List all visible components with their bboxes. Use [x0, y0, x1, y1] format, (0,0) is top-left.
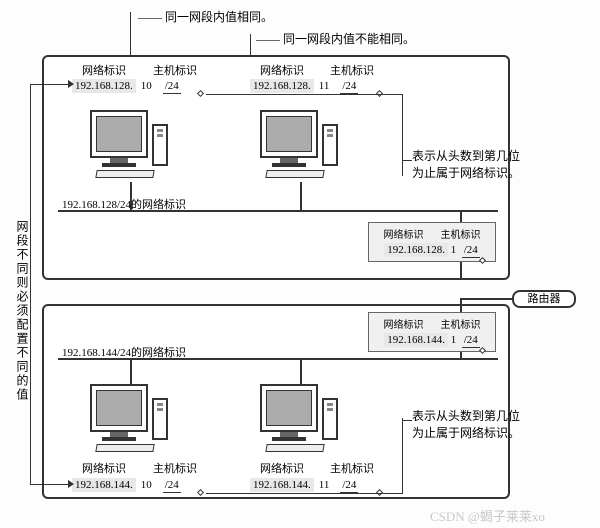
lbl-net1: 网络标识: [82, 62, 126, 78]
gw2-net: 192.168.144.: [384, 333, 448, 347]
lbl-host2: 主机标识: [330, 62, 374, 78]
computer-2: [260, 110, 345, 190]
lbl-host3: 主机标识: [153, 460, 197, 476]
left-vline: [30, 84, 31, 484]
gw1-host: 1: [451, 244, 457, 256]
left-bot-h: [30, 484, 70, 485]
lbl-net2: 网络标识: [260, 62, 304, 78]
gw1-net-lbl: 网络标识: [384, 226, 424, 241]
bits1-tick: [402, 160, 412, 161]
computer-4: [260, 384, 345, 464]
seg2-name: 192.168.144/24的网络标识: [62, 344, 186, 360]
gateway1: 网络标识 主机标识 192.168.128. 1 /24: [368, 222, 496, 262]
left-top-h: [30, 84, 70, 85]
bits2-hline: [206, 493, 403, 494]
bits1-line: [402, 94, 403, 176]
gw2-net-lbl: 网络标识: [384, 316, 424, 331]
pc1-net: 192.168.128.: [72, 79, 136, 93]
seg2-drop2: [300, 358, 302, 386]
seg1-name: 192.168.128/24的网络标识: [62, 196, 186, 212]
pc2-net: 192.168.128.: [250, 79, 314, 93]
lbl-net3: 网络标识: [82, 460, 126, 476]
gw1-host-lbl: 主机标识: [441, 226, 481, 241]
pc3-ip-row: 192.168.144. 10 /24: [72, 477, 181, 493]
gw2-mask: /24: [462, 333, 480, 348]
bits2-line: [402, 418, 403, 494]
bits2-tick: [402, 420, 412, 421]
router-link: [460, 298, 512, 300]
left-arrow-bot: [68, 480, 74, 488]
pc4-ip-row: 192.168.144. 11 /24: [250, 477, 358, 493]
router: 路由器: [512, 290, 576, 308]
pc3-net: 192.168.144.: [72, 478, 136, 492]
pc4-host: 11: [317, 478, 332, 492]
watermark: CSDN @蝎子莱莱xo: [430, 506, 545, 525]
gw1-net: 192.168.128.: [384, 243, 448, 257]
pc3-mask: /24: [163, 478, 181, 493]
seg2-drop1: [130, 358, 132, 386]
annot-leftside: 网段不同则必须配置不同的值: [14, 220, 31, 402]
pc2-mask: /24: [340, 79, 358, 94]
pc4-mask: /24: [340, 478, 358, 493]
lbl-host4: 主机标识: [330, 460, 374, 476]
gw1-mask: /24: [462, 243, 480, 258]
lbl-net4: 网络标识: [260, 460, 304, 476]
left-arrow-top: [68, 80, 74, 88]
bits1-hline: [206, 94, 403, 95]
pc1-ip-row: 192.168.128. 10 /24: [72, 78, 181, 94]
pc1-mask: /24: [163, 79, 181, 94]
pc4-net: 192.168.144.: [250, 478, 314, 492]
annot-diff-value: —— 同一网段内值不能相同。: [256, 30, 415, 47]
annot-same-value: —— 同一网段内值相同。: [138, 8, 273, 25]
lbl-host1: 主机标识: [153, 62, 197, 78]
seg1-drop2: [300, 182, 302, 210]
gw2-host-lbl: 主机标识: [441, 316, 481, 331]
pc2-host: 11: [317, 79, 332, 93]
computer-1: [90, 110, 175, 190]
pc3-host: 10: [139, 478, 154, 492]
gw2-host: 1: [451, 334, 457, 346]
annot-bits1: 表示从头数到第几位 为止属于网络标识。: [412, 148, 520, 182]
annot-bits2: 表示从头数到第几位 为止属于网络标识。: [412, 408, 520, 442]
pc2-ip-row: 192.168.128. 11 /24: [250, 78, 358, 94]
pc1-host: 10: [139, 79, 154, 93]
gateway2: 网络标识 主机标识 192.168.144. 1 /24: [368, 312, 496, 352]
computer-3: [90, 384, 175, 464]
